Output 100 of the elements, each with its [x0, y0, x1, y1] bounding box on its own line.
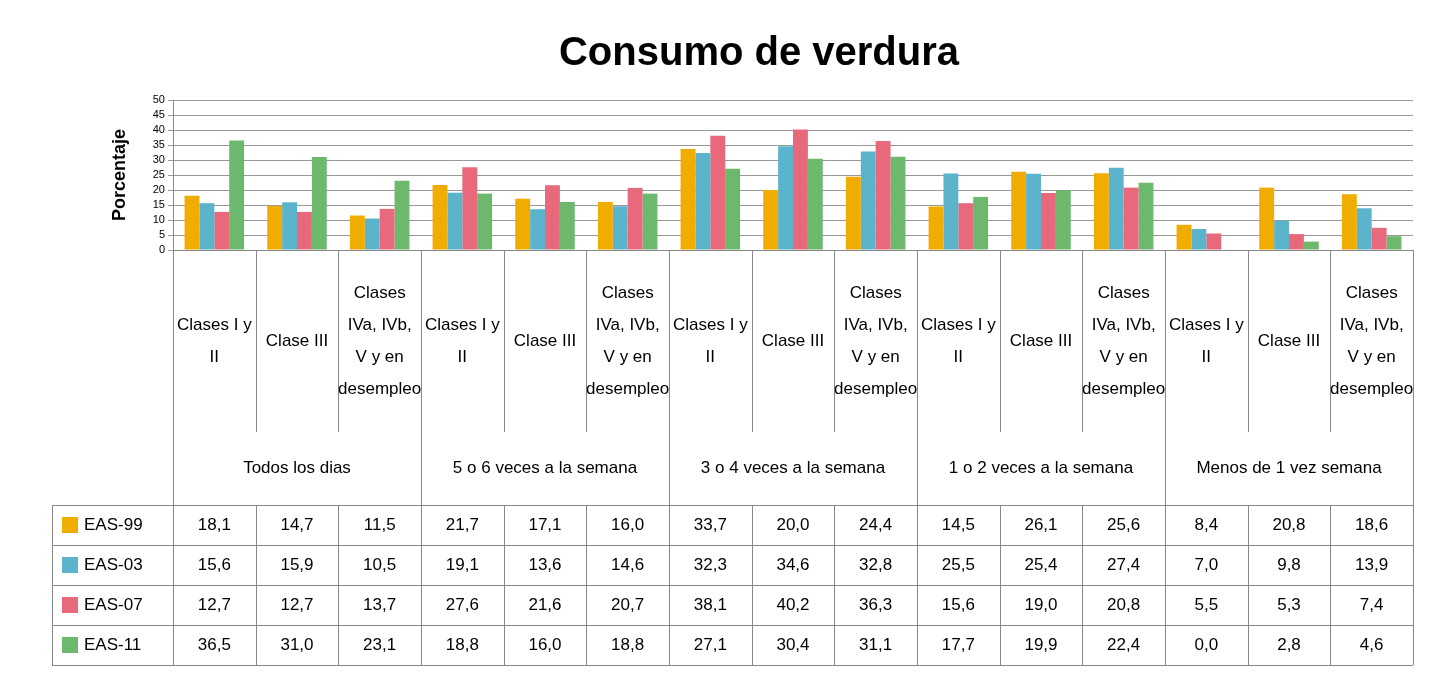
data-label: 26,1: [1024, 514, 1058, 534]
legend-label: EAS-99: [84, 514, 143, 534]
data-label: 36,3: [859, 594, 893, 614]
bar: [349, 215, 365, 250]
data-label: 13,7: [363, 594, 397, 614]
bar: [229, 140, 245, 250]
data-label: 27,6: [445, 594, 479, 614]
bar: [807, 158, 823, 250]
bar: [710, 135, 726, 250]
bar: [1055, 190, 1071, 250]
bar: [1138, 182, 1154, 250]
data-label: 18,8: [611, 634, 645, 654]
bar: [515, 198, 531, 250]
bar: [462, 167, 478, 250]
legend-label: EAS-03: [84, 554, 143, 574]
bar: [680, 148, 696, 250]
data-label: 30,4: [776, 634, 810, 654]
y-tick-label: 50: [152, 93, 165, 106]
text: 1 o 2 veces a la semana: [948, 458, 1134, 478]
data-label: 13,6: [528, 554, 562, 574]
x-tick-label: Clases I y II: [425, 314, 501, 366]
bar: [394, 180, 410, 250]
data-label: 38,1: [693, 594, 727, 614]
bar: [1191, 229, 1207, 250]
text: 5 o 6 veces a la semana: [452, 458, 638, 478]
data-label: 21,7: [445, 514, 479, 534]
x-tick-label: Clases IVa, IVb, V y en desempleo: [834, 282, 918, 398]
y-tick-label: 30: [152, 153, 165, 166]
bar: [447, 192, 463, 250]
data-label: 40,2: [776, 594, 810, 614]
y-axis-title: Porcentaje: [108, 128, 129, 222]
data-label: 27,4: [1107, 554, 1141, 574]
bar: [928, 206, 944, 250]
bar: [1259, 187, 1275, 250]
data-label: 32,3: [693, 554, 727, 574]
bar: [1093, 173, 1109, 250]
data-label: 25,5: [941, 554, 975, 574]
data-label: 5,5: [1194, 594, 1219, 614]
x-tick-label: Clases IVa, IVb, V y en desempleo: [586, 282, 670, 398]
text: Menos de 1 vez semana: [1196, 458, 1383, 478]
data-label: 4,6: [1359, 634, 1384, 654]
data-label: 16,0: [528, 634, 562, 654]
data-label: 19,9: [1024, 634, 1058, 654]
y-tick-label: 20: [152, 183, 165, 196]
data-label: 13,9: [1355, 554, 1389, 574]
data-label: 36,5: [197, 634, 231, 654]
legend-label: EAS-11: [84, 634, 142, 654]
bar: [1026, 173, 1041, 250]
bar: [1356, 208, 1372, 250]
x-tick-label: Clase III: [761, 330, 825, 350]
data-label: 8,4: [1194, 514, 1219, 534]
bar: [597, 202, 613, 250]
bar: [845, 176, 861, 250]
data-label: 20,0: [776, 514, 810, 534]
data-label: 18,6: [1355, 514, 1389, 534]
data-label: 12,7: [280, 594, 314, 614]
x-tick-label: Clases I y II: [673, 314, 749, 366]
bar: [1341, 194, 1357, 250]
data-label: 20,7: [611, 594, 645, 614]
bar: [943, 173, 959, 250]
legend-label: EAS-07: [84, 594, 143, 614]
bar: [184, 195, 200, 250]
x-tick-label: Clases I y II: [177, 314, 253, 366]
data-label: 7,4: [1359, 594, 1384, 614]
bar: [1371, 227, 1387, 250]
bar: [1274, 220, 1289, 250]
bar: [1108, 167, 1124, 250]
y-tick-label: 25: [152, 168, 165, 181]
data-label: 20,8: [1107, 594, 1141, 614]
x-tick-label: Clases IVa, IVb, V y en desempleo: [338, 282, 422, 398]
data-label: 27,1: [693, 634, 727, 654]
chart-title: Consumo de verdura: [558, 29, 960, 74]
data-label: 14,5: [941, 514, 975, 534]
y-tick-label: 10: [152, 213, 165, 226]
bar: [778, 146, 793, 250]
data-label: 21,6: [528, 594, 562, 614]
bar: [642, 193, 658, 250]
bar: [1303, 241, 1319, 250]
bar: [793, 129, 808, 250]
x-tick-label: Clases I y II: [1169, 314, 1245, 366]
y-tick-label: 35: [152, 138, 165, 151]
x-tick-label: Clases I y II: [921, 314, 997, 366]
data-label: 11,5: [363, 514, 396, 534]
x-tick-label: Clases IVa, IVb, V y en desempleo: [1082, 282, 1166, 398]
data-label: 24,4: [859, 514, 893, 534]
data-label: 25,4: [1024, 554, 1058, 574]
data-label: 19,0: [1024, 594, 1058, 614]
y-tick-label: 0: [158, 243, 165, 256]
bar: [1123, 187, 1139, 250]
bar: [199, 203, 215, 250]
bar: [379, 208, 395, 250]
y-tick-label: 40: [152, 123, 165, 136]
bar: [958, 203, 974, 250]
data-label: 17,7: [941, 634, 975, 654]
text: 3 o 4 veces a la semana: [700, 458, 886, 478]
bar: [282, 202, 297, 250]
data-label: 25,6: [1107, 514, 1141, 534]
data-label: 20,8: [1272, 514, 1306, 534]
data-label: 7,0: [1194, 554, 1219, 574]
data-label: 0,0: [1194, 634, 1219, 654]
